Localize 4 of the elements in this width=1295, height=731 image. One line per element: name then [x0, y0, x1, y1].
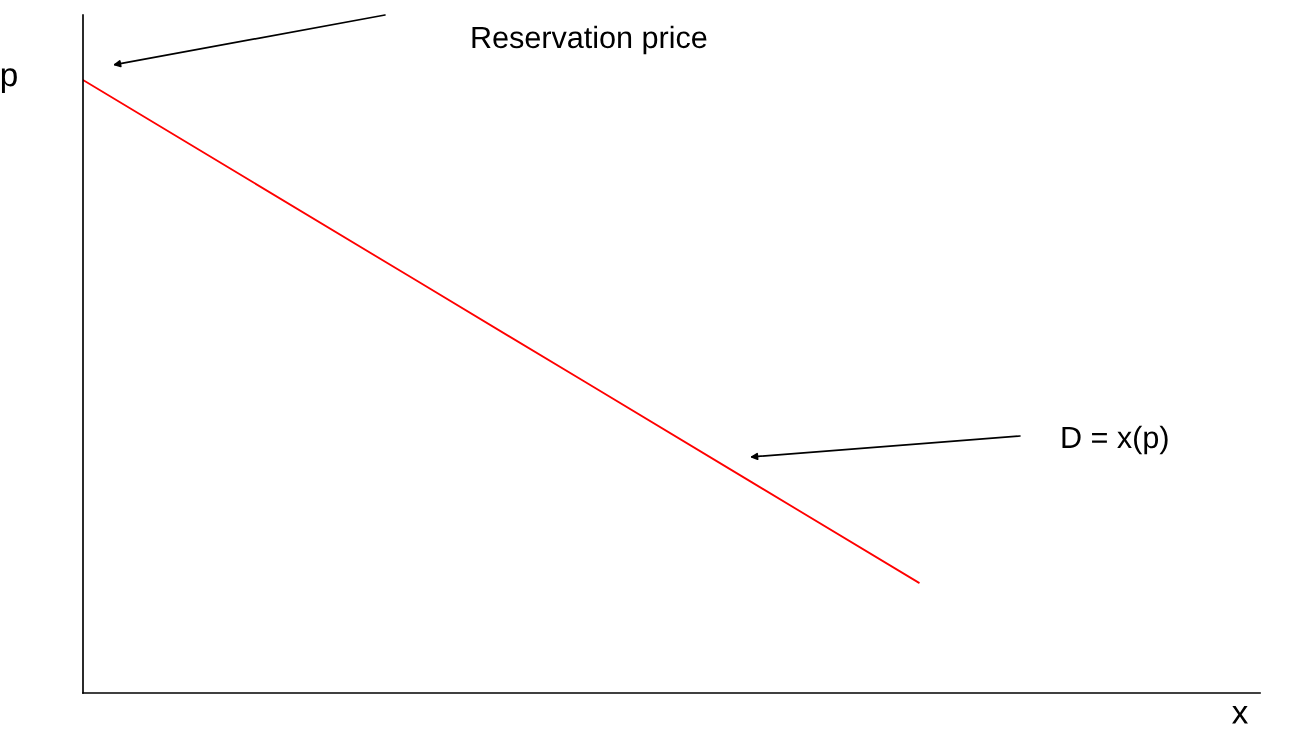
text: Reservation price [472, 25, 707, 55]
y-axis-title: p [1, 68, 17, 93]
x-axis-title: x [1232, 706, 1248, 724]
annotation: D = x(p) [1062, 425, 1168, 455]
